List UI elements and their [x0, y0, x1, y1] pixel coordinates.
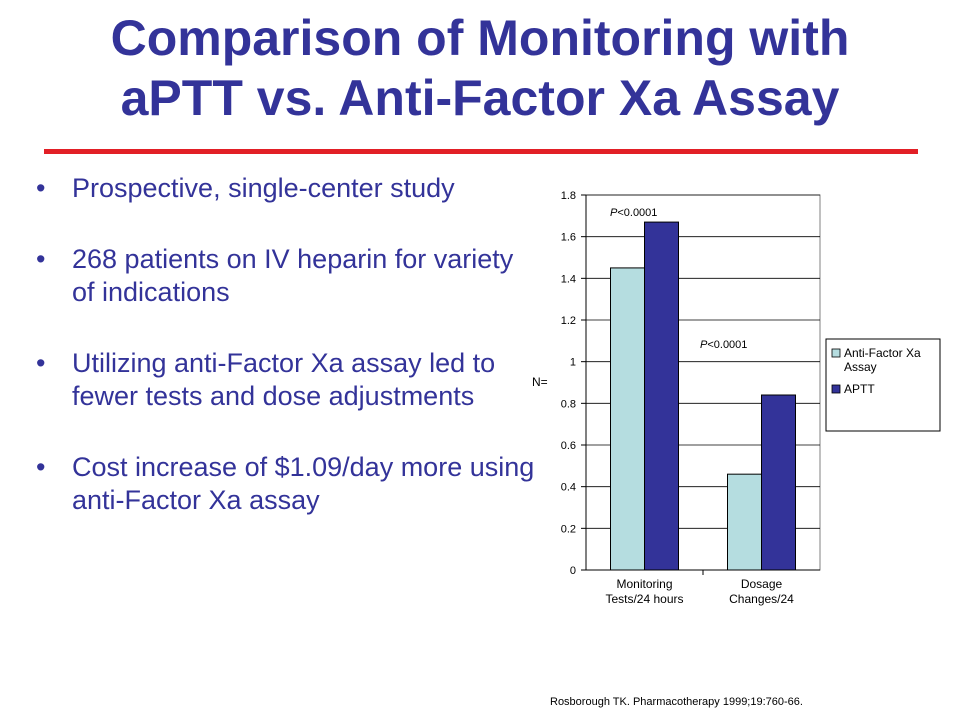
- bullet-dot-icon: •: [36, 244, 46, 274]
- bar-aptt: [761, 394, 796, 571]
- p-symbol: P: [700, 339, 708, 351]
- p-value-text: <0.0001: [707, 339, 747, 351]
- y-tick-label: 1.8: [561, 190, 576, 202]
- slide-title: Comparison of Monitoring with aPTT vs. A…: [0, 8, 960, 128]
- legend-swatch: [831, 384, 841, 394]
- y-tick-label: 1.2: [561, 315, 576, 327]
- bullet-dot-icon: •: [36, 348, 46, 378]
- legend-label: APTT: [844, 382, 875, 396]
- title-line-2: aPTT vs. Anti-Factor Xa Assay: [120, 70, 840, 126]
- legend-label: Anti-Factor Xa: [844, 346, 921, 360]
- y-tick-label: 1.4: [561, 273, 576, 285]
- x-tick-label: Monitoring: [616, 577, 672, 591]
- bullet-item: • Cost increase of $1.09/day more using …: [30, 451, 572, 517]
- bullet-text: Cost increase of $1.09/day more using an…: [72, 452, 535, 515]
- p-value-annotation: P<0.0001: [700, 339, 747, 351]
- y-tick-label: 0.4: [561, 482, 576, 494]
- bar-anti-factor-xa: [727, 473, 762, 571]
- p-value-annotation: P<0.0001: [610, 207, 657, 219]
- y-tick-label: 0.2: [561, 523, 576, 535]
- y-tick-label: 0.6: [561, 440, 576, 452]
- p-symbol: P: [610, 207, 618, 219]
- legend-box: [825, 338, 941, 432]
- title-underline: [44, 149, 918, 154]
- x-tick-label: Changes/24: [729, 592, 794, 606]
- legend-label: Assay: [844, 360, 877, 374]
- bullet-dot-icon: •: [36, 173, 46, 203]
- bullet-item: • Prospective, single-center study: [30, 172, 560, 205]
- bullet-dot-icon: •: [36, 452, 46, 482]
- x-tick-label: Tests/24 hours: [605, 592, 683, 606]
- bullet-text: Prospective, single-center study: [72, 173, 455, 203]
- bullet-text: 268 patients on IV heparin for variety o…: [72, 244, 514, 307]
- bullet-item: • 268 patients on IV heparin for variety…: [30, 243, 542, 309]
- citation: Rosborough TK. Pharmacotherapy 1999;19:7…: [550, 696, 803, 708]
- bullet-list: • Prospective, single-center study • 268…: [30, 172, 560, 517]
- bullet-text: Utilizing anti-Factor Xa assay led to fe…: [72, 348, 496, 411]
- y-tick-label: 1: [570, 357, 576, 369]
- bar-chart: 0 0.2 0.4 0.6 0.8 1 1.2 1.4 1.6 1.8 N= MonitoringTe…: [532, 190, 941, 606]
- bullet-item: • Utilizing anti-Factor Xa assay led to …: [30, 347, 542, 413]
- x-tick-label: Dosage: [741, 577, 783, 591]
- bar-aptt: [644, 221, 679, 571]
- p-value-text: <0.0001: [617, 207, 657, 219]
- y-tick-label: 0: [570, 565, 576, 577]
- bar-anti-factor-xa: [610, 267, 645, 571]
- y-tick-label: 0.8: [561, 398, 576, 410]
- legend-swatch: [831, 348, 841, 358]
- y-axis-label: N=: [532, 375, 548, 389]
- title-line-1: Comparison of Monitoring with: [110, 10, 850, 66]
- y-tick-label: 1.6: [561, 232, 576, 244]
